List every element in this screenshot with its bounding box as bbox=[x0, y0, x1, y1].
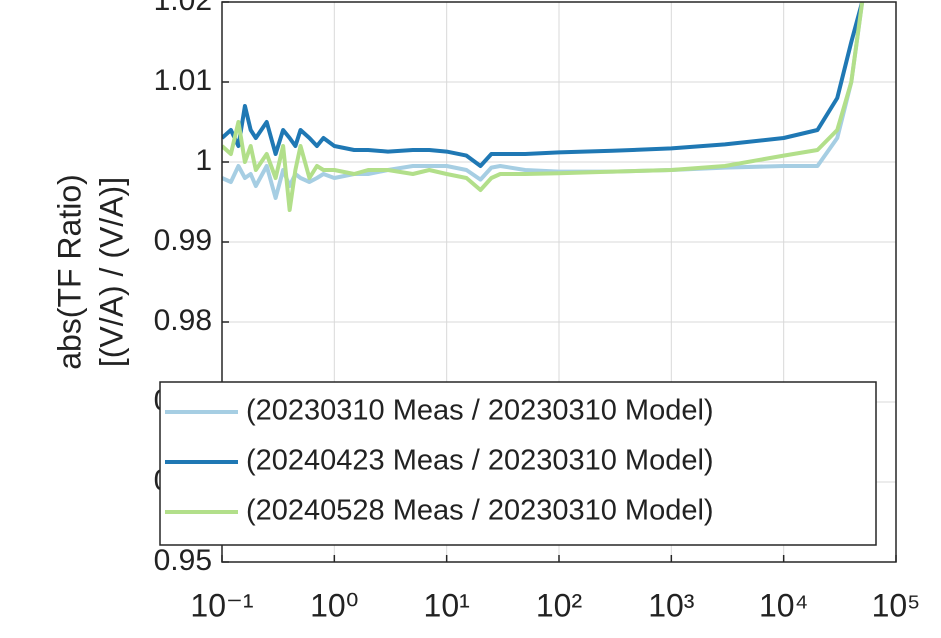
y-axis-label: abs(TF Ratio) bbox=[51, 174, 87, 370]
y-tick-label: 1 bbox=[195, 144, 212, 177]
y-tick-label: 1.02 bbox=[154, 0, 212, 17]
axes-box bbox=[221, 1, 897, 563]
y-tick-label: 1.01 bbox=[154, 64, 212, 97]
legend-label: (20240528 Meas / 20230310 Model) bbox=[246, 495, 714, 527]
plot-lines bbox=[222, 2, 865, 212]
y-tick-label: 0.99 bbox=[154, 224, 212, 257]
x-tick-label: 10⁻¹ bbox=[190, 587, 253, 623]
y-tick-label: 0.98 bbox=[154, 304, 212, 337]
legend: (20230310 Meas / 20230310 Model) (2024042… bbox=[159, 381, 877, 546]
legend-label: (20230310 Meas / 20230310 Model) bbox=[246, 395, 714, 427]
x-tick-label: 10³ bbox=[648, 587, 695, 623]
series-line bbox=[222, 2, 865, 168]
y-tick-label: 0.95 bbox=[154, 544, 212, 577]
y-axis-label: [(V/A) / (V/A)] bbox=[93, 177, 129, 367]
x-tick-label: 10⁰ bbox=[310, 587, 358, 623]
series-line bbox=[222, 2, 865, 212]
legend-box bbox=[159, 381, 877, 546]
x-tick-label: 10⁵ bbox=[872, 587, 921, 623]
x-tick-label: 10² bbox=[536, 587, 583, 623]
x-tick-label: 10¹ bbox=[424, 587, 470, 623]
x-tick-label: 10⁴ bbox=[759, 587, 808, 623]
legend-label: (20240423 Meas / 20230310 Model) bbox=[246, 445, 714, 477]
